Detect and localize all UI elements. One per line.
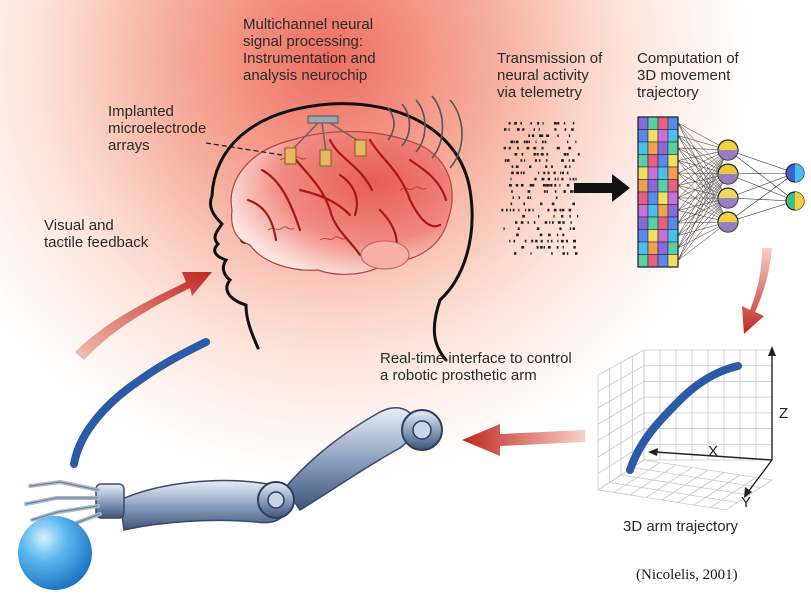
red-arrow-down-icon xyxy=(742,248,772,334)
trajectory-curve xyxy=(626,362,742,474)
brain-icon xyxy=(230,131,453,275)
head-outline-icon xyxy=(208,102,474,362)
microelectrode-arrays-icon xyxy=(205,115,367,167)
citation: (Nicolelis, 2001) xyxy=(636,567,738,583)
ball-icon xyxy=(18,516,92,590)
label-telemetry: Transmission of neural activity via tele… xyxy=(497,50,603,101)
robotic-arm-icon xyxy=(24,407,443,538)
label-neurochip: Multichannel neural signal processing: I… xyxy=(243,16,376,84)
label-computation: Computation of 3D movement trajectory xyxy=(637,50,739,101)
label-microelectrode-arrays: Implanted microelectrode arrays xyxy=(108,103,207,154)
input-grid-icon xyxy=(637,116,679,268)
telemetry-waves-icon xyxy=(387,95,463,169)
arm-trajectory-curve xyxy=(70,338,210,468)
axis-label-z: Z xyxy=(779,405,789,422)
neural-network-icon xyxy=(677,122,805,261)
black-arrow-icon xyxy=(574,174,630,202)
label-interface: Real-time interface to control a robotic… xyxy=(380,350,572,384)
feedback-arrow-icon xyxy=(75,272,212,360)
label-feedback: Visual and tactile feedback xyxy=(44,217,149,251)
label-3d-arm-trajectory: 3D arm trajectory xyxy=(623,518,739,535)
axis-label-x: X xyxy=(708,443,719,460)
axis-label-y: Y xyxy=(741,494,752,511)
red-arrow-left-icon xyxy=(462,424,585,456)
3d-grid-icon xyxy=(597,346,776,511)
